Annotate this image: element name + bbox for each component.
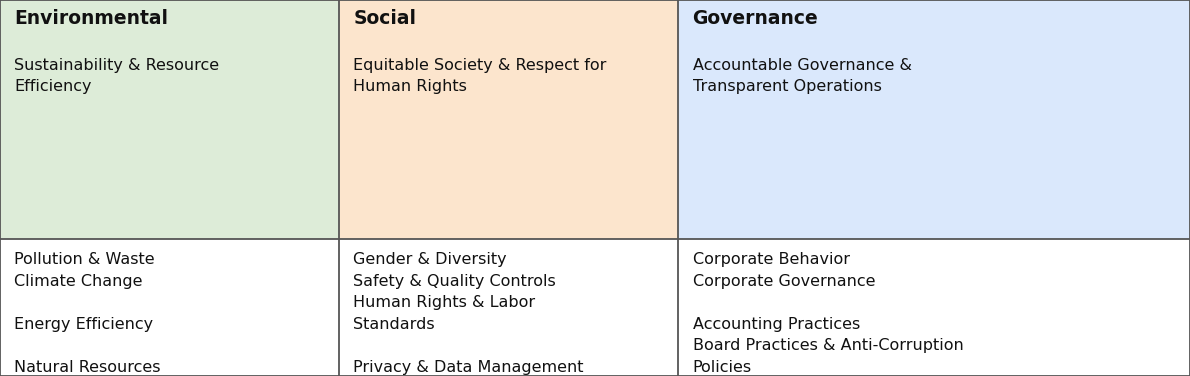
Text: Governance: Governance: [693, 9, 819, 29]
Text: Gender & Diversity
Safety & Quality Controls
Human Rights & Labor
Standards

Pri: Gender & Diversity Safety & Quality Cont…: [353, 252, 584, 375]
Text: Sustainability & Resource
Efficiency: Sustainability & Resource Efficiency: [14, 58, 219, 94]
Text: Corporate Behavior
Corporate Governance

Accounting Practices
Board Practices & : Corporate Behavior Corporate Governance …: [693, 252, 964, 375]
Bar: [678, 0, 1190, 239]
Text: Accountable Governance &
Transparent Operations: Accountable Governance & Transparent Ope…: [693, 58, 912, 94]
Text: Equitable Society & Respect for
Human Rights: Equitable Society & Respect for Human Ri…: [353, 58, 607, 94]
Text: Environmental: Environmental: [14, 9, 168, 29]
Bar: [339, 239, 678, 376]
Bar: [678, 239, 1190, 376]
Bar: [0, 0, 339, 239]
Text: Social: Social: [353, 9, 416, 29]
Bar: [339, 0, 678, 239]
Text: Pollution & Waste
Climate Change

Energy Efficiency

Natural Resources: Pollution & Waste Climate Change Energy …: [14, 252, 161, 375]
Bar: [0, 239, 339, 376]
